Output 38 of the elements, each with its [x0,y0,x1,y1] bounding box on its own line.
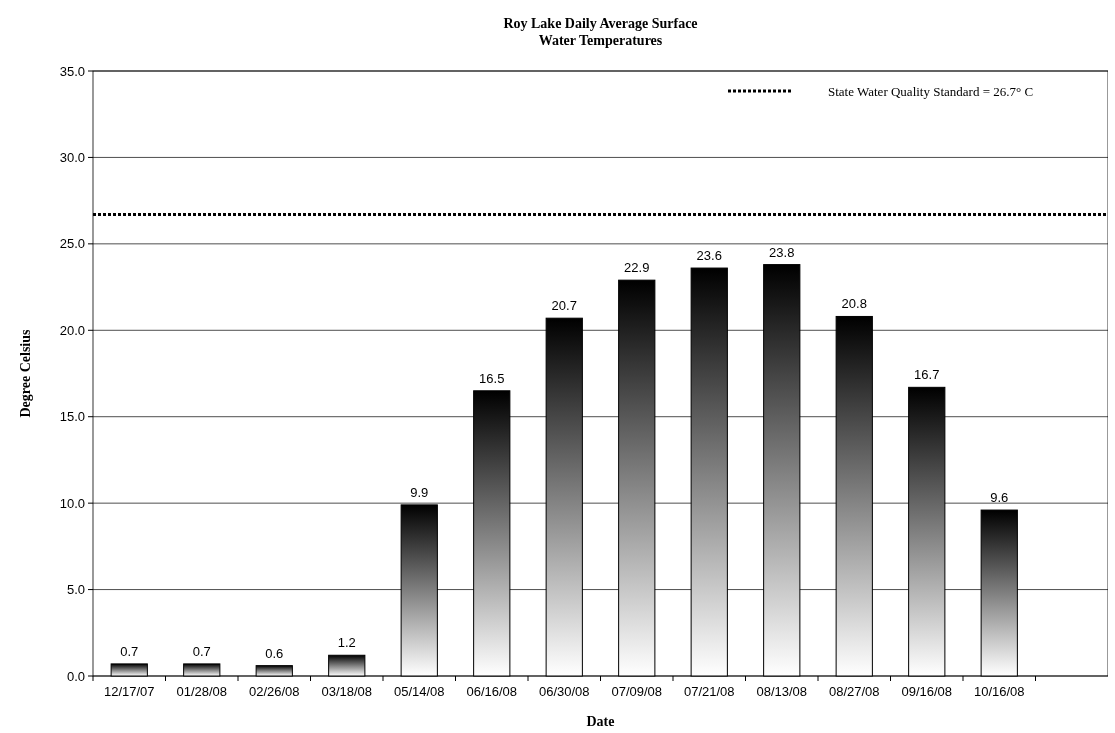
x-tick-label: 07/09/08 [611,684,663,699]
data-label: 0.6 [265,645,284,661]
y-tick-label: 15.0 [59,409,85,425]
chart-title: Roy Lake Daily Average Surface Water Temperatures [503,16,698,48]
y-axis-title: Degree Celsius [18,328,33,418]
x-tick-label: 10/16/08 [973,684,1025,699]
x-tick-label: 06/30/08 [538,684,590,699]
data-label: 0.7 [120,643,139,659]
y-tick-label: 5.0 [66,582,85,598]
x-tick-label: 12/17/07 [103,684,155,699]
data-label: 9.9 [410,484,429,500]
x-tick-label: 08/13/08 [756,684,808,699]
y-tick-label: 30.0 [59,149,85,165]
data-label: 20.8 [841,296,867,312]
data-label: 16.7 [914,367,940,383]
ref-line-label: State Water Quality Standard = 26.7° C [828,83,1034,99]
data-label: 23.8 [769,244,795,260]
data-label: 0.7 [192,643,211,659]
y-tick-label: 0.0 [66,668,85,684]
x-tick-label: 09/16/08 [901,684,953,699]
y-tick-label: 20.0 [59,322,85,338]
data-label: 9.6 [990,490,1009,506]
x-tick-label: 07/21/08 [683,684,735,699]
data-label: 20.7 [551,298,577,314]
x-tick-label: 01/28/08 [176,684,228,699]
x-tick-label: 02/26/08 [248,684,300,699]
y-tick-label: 10.0 [59,495,85,511]
x-tick-label: 05/14/08 [393,684,445,699]
x-axis-title: Date [586,714,615,729]
data-label: 22.9 [624,260,650,276]
data-label: 1.2 [337,635,356,651]
x-tick-label: 03/18/08 [321,684,373,699]
x-tick-label: 06/16/08 [466,684,518,699]
y-tick-label: 35.0 [59,63,85,79]
x-tick-label: 08/27/08 [828,684,880,699]
data-label: 16.5 [479,370,505,386]
y-tick-label: 25.0 [59,236,85,252]
data-label: 23.6 [696,248,722,264]
